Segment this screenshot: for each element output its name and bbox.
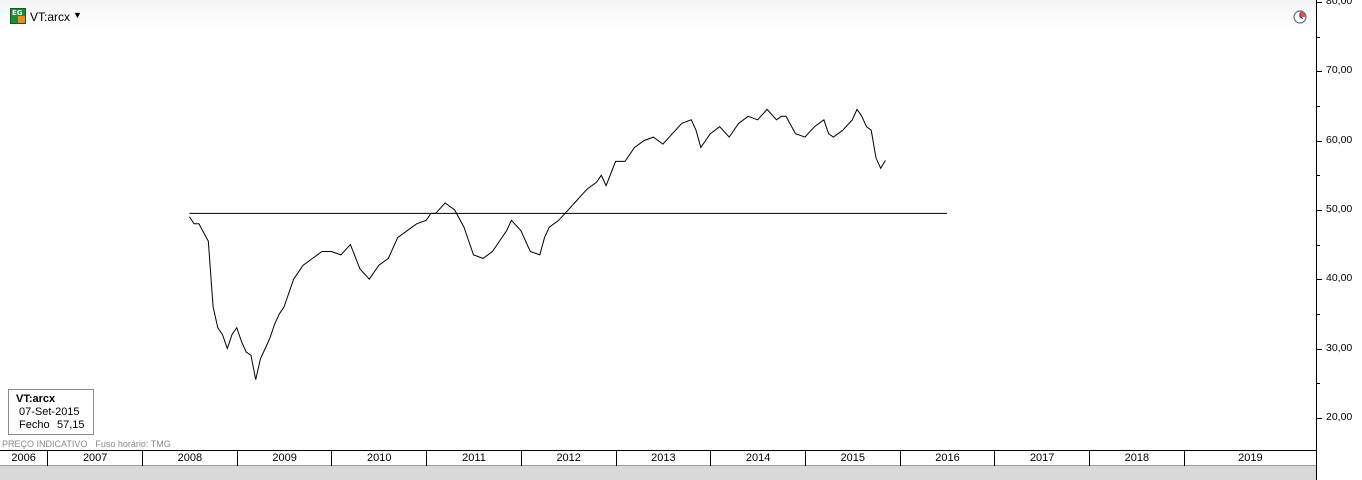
y-minor-tick <box>1317 383 1320 385</box>
y-tick-mark <box>1317 71 1322 73</box>
y-tick-mark <box>1317 2 1322 3</box>
x-tick-label: 2012 <box>520 451 616 466</box>
y-tick-mark <box>1317 209 1322 211</box>
y-tick-label: 60,00 <box>1326 133 1353 146</box>
price-chart <box>188 108 947 380</box>
info-close-value: 57,15 <box>57 419 85 431</box>
x-tick-label: 2006 <box>11 452 36 464</box>
x-tick-label: 2016 <box>899 451 995 466</box>
y-tick-label: 70,00 <box>1326 64 1353 77</box>
x-tick-label: 2013 <box>615 451 711 466</box>
app-logo-text: EG <box>12 9 23 17</box>
x-tick-label: 2008 <box>142 451 237 466</box>
symbol-title[interactable]: VT:arcx <box>30 10 71 24</box>
y-axis: 20,00 30,00 40,00 50,00 60,00 70,00 80,00 <box>1316 0 1362 480</box>
y-tick-label: 80,00 <box>1326 0 1353 7</box>
x-axis: 2006 2007 2008 2009 2010 2011 2012 2013 2014 2015… <box>0 450 1316 466</box>
y-tick-label: 20,00 <box>1326 410 1353 423</box>
x-tick-label: 2019 <box>1183 451 1316 466</box>
y-tick-mark <box>1317 279 1322 281</box>
chevron-down-icon[interactable]: ▼ <box>73 10 82 20</box>
x-tick-label: 2018 <box>1089 451 1184 466</box>
y-minor-tick <box>1317 105 1320 107</box>
y-minor-tick <box>1317 244 1320 246</box>
y-tick-mark <box>1317 348 1322 350</box>
x-tick-label: 2011 <box>426 451 521 466</box>
info-close-label: Fecho <box>19 419 50 431</box>
app-logo-accent <box>18 16 25 23</box>
price-note: PREÇO INDICATIVO <box>2 439 88 449</box>
price-series-line <box>188 108 886 380</box>
x-tick-label: 2017 <box>994 451 1089 466</box>
y-tick-mark <box>1317 417 1322 419</box>
y-minor-tick <box>1317 36 1320 38</box>
footer-note: PREÇO INDICATIVO Fuso horário: TMG <box>2 439 179 449</box>
clock-icon[interactable] <box>1293 10 1307 24</box>
horizontal-scrollbar[interactable] <box>0 466 1316 480</box>
timezone-note: Fuso horário: TMG <box>95 439 171 449</box>
y-tick-label: 30,00 <box>1326 341 1353 354</box>
info-symbol: VT:arcx <box>16 393 56 405</box>
x-tick-label: 2007 <box>47 451 142 466</box>
info-date: 07-Set-2015 <box>19 406 80 418</box>
x-tick-label: 2014 <box>710 451 805 466</box>
y-minor-tick <box>1317 313 1320 315</box>
y-tick-label: 50,00 <box>1326 202 1353 215</box>
app-logo-icon: EG <box>10 8 26 24</box>
y-tick-label: 40,00 <box>1326 272 1353 285</box>
price-info-box: VT:arcx 07-Set-2015 Fecho 57,15 <box>8 389 94 435</box>
y-minor-tick <box>1317 175 1320 177</box>
x-tick-label: 2015 <box>804 451 900 466</box>
x-tick-label: 2010 <box>331 451 426 466</box>
x-tick-label: 2009 <box>236 451 332 466</box>
info-close-row: Fecho 57,15 <box>16 419 93 432</box>
y-tick-mark <box>1317 140 1322 142</box>
chart-header-bar: EG VT:arcx ▼ <box>0 0 1316 30</box>
